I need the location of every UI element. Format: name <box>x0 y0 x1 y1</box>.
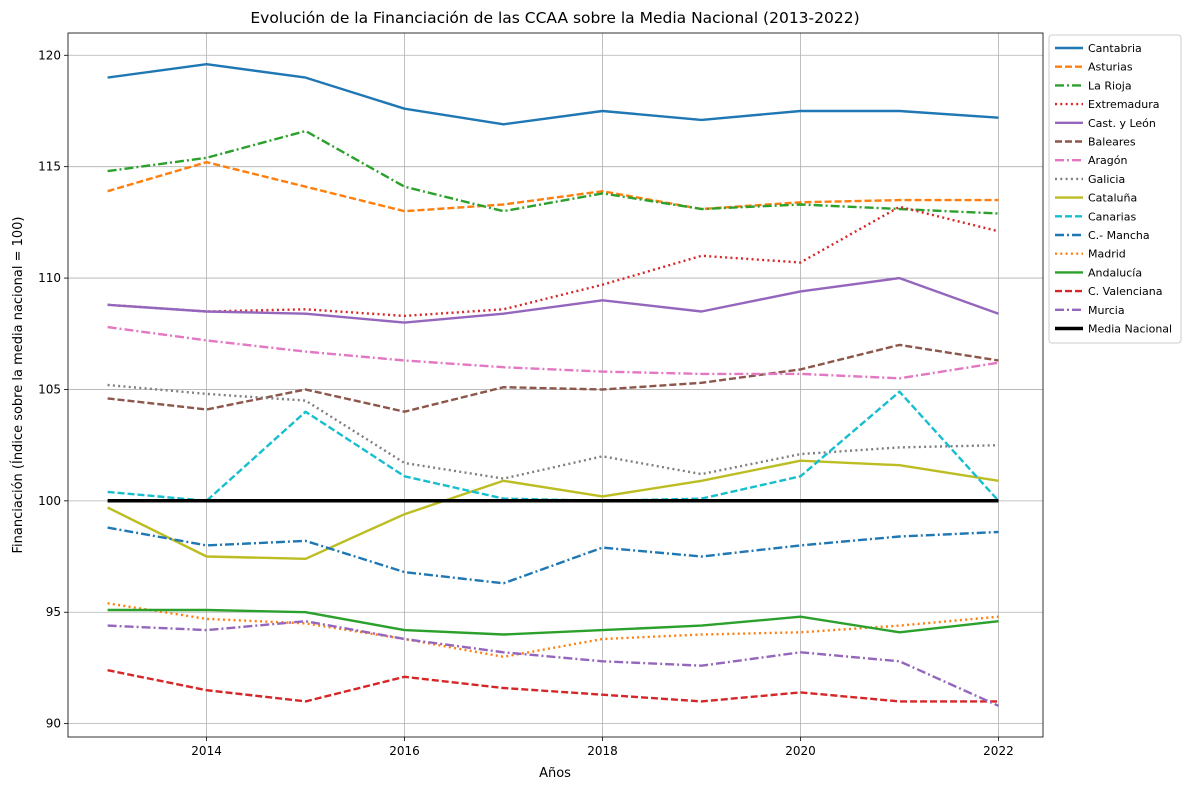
legend-label-andalucia: Andalucía <box>1088 266 1142 279</box>
y-tick-label: 90 <box>46 717 61 731</box>
legend-label-c-valenciana: C. Valenciana <box>1088 285 1162 298</box>
series-line-extremadura <box>107 205 999 318</box>
legend-label-cast-y-leon: Cast. y León <box>1088 117 1156 130</box>
series-line-cast-y-leon <box>107 276 999 324</box>
x-tick-label: 2022 <box>983 744 1014 758</box>
y-tick-label: 120 <box>38 48 61 62</box>
legend-label-baleares: Baleares <box>1088 136 1136 149</box>
y-tick-label: 100 <box>38 494 61 508</box>
series-line-la-rioja <box>107 129 999 215</box>
x-axis-label: Años <box>539 766 571 781</box>
series-line-madrid <box>107 602 999 658</box>
series-line-murcia <box>107 620 999 707</box>
series-line-canarias <box>107 390 1000 502</box>
legend-label-media-nacional: Media Nacional <box>1088 323 1172 336</box>
legend-label-la-rioja: La Rioja <box>1088 79 1132 92</box>
series-line-cataluna <box>107 459 999 560</box>
series-line-c-mancha <box>107 526 999 585</box>
chart-title: Evolución de la Financiación de las CCAA… <box>250 9 859 27</box>
legend: Cantabria Asturias La Rioja Extremadura Cast… <box>1048 34 1182 344</box>
y-tick-label: 115 <box>38 160 61 174</box>
x-tick-label: 2020 <box>785 744 816 758</box>
series-line-cantabria <box>107 62 999 126</box>
legend-label-c-mancha: C.- Mancha <box>1088 229 1150 242</box>
axis-ticks: 2014 2016 2018 2020 2022 90 95 100 105 110 115 120 <box>38 48 1014 758</box>
series-line-andalucia <box>107 608 999 636</box>
series-line-baleares <box>107 343 999 413</box>
series-line-aragon <box>107 325 999 380</box>
series-line-c-valenciana <box>107 669 999 703</box>
plot-lines <box>107 62 1000 707</box>
legend-label-cataluna: Cataluña <box>1088 192 1137 205</box>
legend-label-murcia: Murcia <box>1088 304 1125 317</box>
series-line-asturias <box>107 160 999 213</box>
series-line-galicia <box>107 383 999 480</box>
legend-label-extremadura: Extremadura <box>1088 98 1160 111</box>
y-axis-label: Financiación (Índice sobre la media naci… <box>10 217 26 554</box>
legend-label-canarias: Canarias <box>1088 210 1136 223</box>
x-tick-label: 2016 <box>389 744 420 758</box>
y-tick-label: 105 <box>38 382 61 396</box>
legend-label-aragon: Aragón <box>1088 154 1128 167</box>
plot-frame <box>67 32 1044 738</box>
legend-box <box>1048 34 1182 344</box>
y-tick-label: 110 <box>38 271 61 285</box>
legend-label-galicia: Galicia <box>1088 173 1125 186</box>
y-tick-label: 95 <box>46 605 61 619</box>
legend-label-madrid: Madrid <box>1088 248 1126 261</box>
x-tick-label: 2014 <box>191 744 222 758</box>
legend-label-cantabria: Cantabria <box>1088 42 1142 55</box>
x-tick-label: 2018 <box>587 744 618 758</box>
legend-label-asturias: Asturias <box>1088 61 1133 74</box>
